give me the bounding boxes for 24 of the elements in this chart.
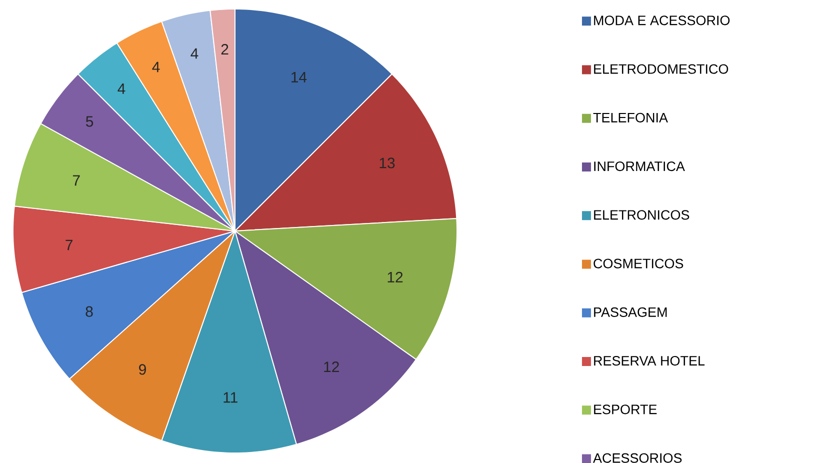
- data-label: 8: [86, 306, 93, 317]
- legend-label: MODA E ACESSORIO: [594, 16, 730, 26]
- legend-label: ELETRODOMESTICO: [594, 64, 728, 74]
- data-label: 9: [139, 364, 146, 375]
- data-label: 12: [388, 272, 403, 282]
- legend-label: PASSAGEM: [594, 307, 667, 317]
- data-label: 7: [66, 240, 73, 250]
- data-label: 11: [224, 392, 238, 403]
- legend-label: ACESSORIOS: [593, 453, 682, 463]
- legend-label: RESERVA HOTEL: [594, 356, 705, 366]
- data-label: 5: [86, 116, 94, 127]
- data-label: 2: [221, 44, 228, 54]
- legend-label: ELETRONICOS: [594, 210, 690, 220]
- legend-label: INFORMATICA: [594, 162, 685, 172]
- data-label: 7: [72, 175, 80, 186]
- data-label: 4: [118, 84, 126, 94]
- data-label: 14: [292, 72, 307, 82]
- legend-label: COSMETICOS: [594, 258, 684, 268]
- data-label: 13: [380, 158, 395, 168]
- legend-label: ESPORTE: [594, 404, 657, 414]
- legend-label: TELEFONIA: [593, 112, 668, 122]
- data-label: 4: [190, 48, 198, 59]
- data-label: 4: [152, 62, 160, 72]
- data-label: 12: [324, 362, 339, 372]
